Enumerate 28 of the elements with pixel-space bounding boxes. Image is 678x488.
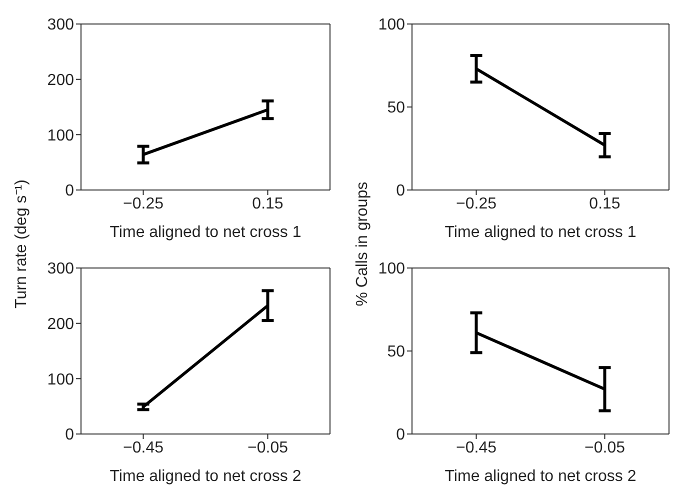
x-tick-label: −0.25	[456, 195, 497, 212]
x-tick-label: −0.05	[248, 439, 288, 456]
y-tick-label: 50	[387, 100, 406, 117]
x-axis-title: Time aligned to net cross 2	[110, 468, 302, 485]
x-tick-label: −0.45	[456, 439, 497, 456]
y-tick-label: 300	[47, 16, 74, 34]
x-tick-label: −0.45	[123, 439, 164, 456]
y-axis-title: Turn rate (deg s⁻¹)	[13, 180, 30, 308]
y-tick-label: 0	[396, 426, 406, 444]
y-tick-label: 100	[47, 127, 74, 144]
x-tick-label: −0.25	[123, 195, 164, 212]
x-axis-title: Time aligned to net cross 1	[110, 224, 302, 241]
x-axis-title: Time aligned to net cross 2	[444, 468, 636, 485]
y-tick-label: 100	[378, 16, 406, 34]
x-tick-label: 0.15	[252, 195, 284, 212]
y-tick-label: 0	[65, 426, 74, 444]
y-tick-label: 50	[387, 344, 406, 361]
y-tick-label: 200	[47, 72, 74, 90]
x-axis-title: Time aligned to net cross 1	[444, 224, 636, 241]
y-tick-label: 0	[65, 182, 74, 200]
y-tick-label: 300	[47, 260, 74, 278]
y-tick-label: 100	[378, 260, 406, 278]
x-tick-label: −0.05	[584, 439, 626, 456]
y-tick-label: 100	[47, 371, 74, 388]
y-tick-label: 0	[396, 182, 406, 200]
y-tick-label: 200	[47, 316, 74, 334]
x-tick-label: 0.15	[589, 195, 620, 212]
y-axis-title: % Calls in groups	[354, 182, 371, 306]
